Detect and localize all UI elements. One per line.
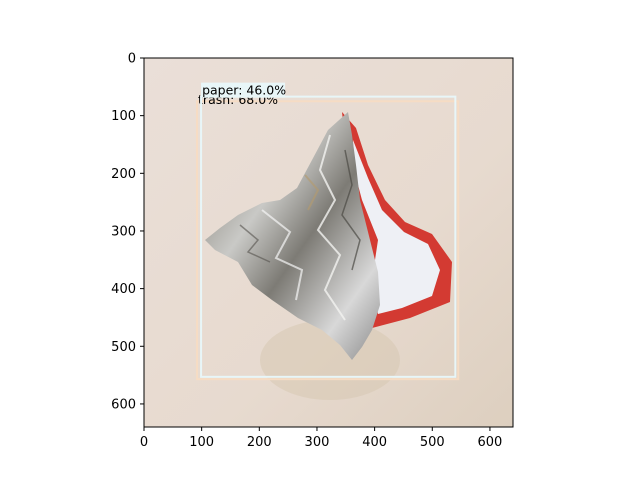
foil-body — [205, 112, 380, 360]
foil-crease — [316, 134, 346, 321]
y-tick-label: 100 — [111, 109, 136, 124]
x-tick-label: 600 — [478, 435, 503, 450]
detection-box — [200, 95, 457, 378]
x-axis: 0 100 200 300 400 500 600 — [140, 427, 502, 450]
x-tick-label: 500 — [420, 435, 445, 450]
y-tick-label: 0 — [128, 52, 136, 67]
y-tick-label: 200 — [111, 167, 136, 182]
axes-frame — [143, 57, 514, 428]
x-tick-label: 200 — [247, 435, 272, 450]
detections: trash: 68.0%paper: 46.0% — [196, 82, 460, 381]
detection-label: paper: 46.0% — [202, 83, 286, 98]
x-tick-label: 300 — [305, 435, 330, 450]
y-tick-label: 400 — [111, 282, 136, 297]
x-tick-label: 100 — [189, 435, 214, 450]
x-tick-label: 0 — [140, 435, 148, 450]
foil-crease — [341, 149, 361, 271]
foil-crease — [261, 209, 304, 301]
x-tick-label: 400 — [362, 435, 387, 450]
y-tick-label: 500 — [111, 340, 136, 355]
foil-crease — [304, 174, 320, 211]
foil-crease — [239, 224, 271, 263]
y-axis: 0 100 200 300 400 500 600 — [111, 52, 144, 412]
y-tick-label: 300 — [111, 224, 136, 239]
detection-box — [196, 100, 460, 381]
detection-label-background — [201, 82, 286, 98]
y-tick-label: 600 — [111, 397, 136, 412]
